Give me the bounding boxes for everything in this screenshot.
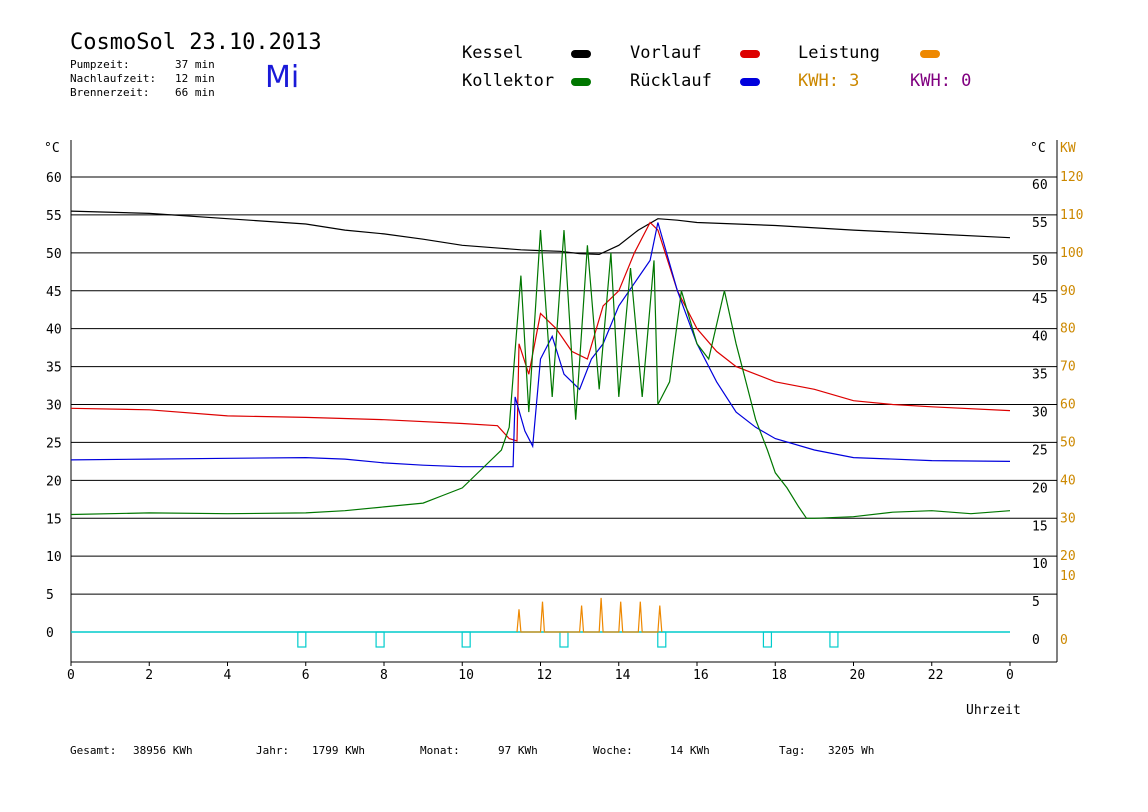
pump-marker xyxy=(297,631,307,648)
legend-kollektor-swatch xyxy=(571,78,591,86)
y-tick-label-right: 15 xyxy=(1032,519,1048,534)
y-tick-label-kw: 10 xyxy=(1060,569,1076,584)
y-tick-label-right: 5 xyxy=(1032,595,1040,610)
legend-vorlauf-label: Vorlauf xyxy=(630,43,702,63)
footer-jahr-label: Jahr: xyxy=(256,744,290,757)
y-tick-label-kw: 80 xyxy=(1060,322,1076,337)
x-tick-label: 18 xyxy=(771,668,787,683)
y-tick-label-right: 20 xyxy=(1032,481,1048,496)
y-tick-label-left: 10 xyxy=(46,550,62,565)
y-tick-label-left: 60 xyxy=(46,171,62,186)
pump-marker xyxy=(657,631,667,648)
y-tick-label-right: 55 xyxy=(1032,216,1048,231)
y-tick-label-left: 35 xyxy=(46,361,62,376)
legend-ruecklauf-label: Rücklauf xyxy=(630,71,712,91)
footer-monat-label: Monat: xyxy=(420,744,460,757)
y-tick-label-right: 35 xyxy=(1032,368,1048,383)
y-tick-label-left: 25 xyxy=(46,436,62,451)
pump-marker xyxy=(559,631,569,648)
y-tick-label-right: 50 xyxy=(1032,254,1048,269)
pump-marker xyxy=(762,631,773,648)
legend-leistung-label: Leistung xyxy=(798,43,880,63)
footer-jahr-value: 1799 KWh xyxy=(312,744,365,757)
x-tick-label: 14 xyxy=(615,668,631,683)
footer-tag-value: 3205 Wh xyxy=(828,744,875,757)
y-tick-label-left: 30 xyxy=(46,399,62,414)
y-tick-label-kw: 100 xyxy=(1060,246,1083,261)
y-tick-label-kw: 60 xyxy=(1060,398,1076,413)
pump-marker xyxy=(375,631,385,648)
y-tick-label-right: 0 xyxy=(1032,633,1040,648)
y-tick-label-kw: 20 xyxy=(1060,549,1076,564)
y-tick-label-left: 5 xyxy=(46,588,54,603)
nachlaufzeit-label: Nachlaufzeit: xyxy=(70,72,157,85)
chart-title: CosmoSol 23.10.2013 xyxy=(70,30,322,55)
y-tick-label-left: 45 xyxy=(46,285,62,300)
y-tick-label-right: 30 xyxy=(1032,406,1048,421)
y-tick-label-kw: 50 xyxy=(1060,435,1076,450)
y-tick-label-left: 15 xyxy=(46,512,62,527)
legend-kwh-orange: KWH: 3 xyxy=(798,71,860,91)
pump-marker xyxy=(829,631,839,648)
y-tick-label-right: 45 xyxy=(1032,292,1048,307)
y-tick-label-left: 0 xyxy=(46,626,54,641)
y-tick-label-left: 50 xyxy=(46,247,62,262)
y-tick-label-kw: 120 xyxy=(1060,170,1083,185)
x-tick-label: 10 xyxy=(458,668,474,683)
footer-gesamt-value: 38956 KWh xyxy=(133,744,193,757)
pumpzeit-value: 37 min xyxy=(175,58,215,71)
x-tick-label: 22 xyxy=(928,668,944,683)
x-tick-label: 20 xyxy=(850,668,866,683)
y-tick-label-left: 40 xyxy=(46,323,62,338)
x-tick-label: 2 xyxy=(145,668,153,683)
legend-leistung-swatch xyxy=(920,50,940,58)
y-tick-label-left: 55 xyxy=(46,209,62,224)
footer-tag-label: Tag: xyxy=(779,744,806,757)
y-tick-label-kw: 90 xyxy=(1060,284,1076,299)
y-axis-title-right: °C xyxy=(1030,141,1046,156)
y-tick-label-left: 20 xyxy=(46,474,62,489)
footer-woche-label: Woche: xyxy=(593,744,633,757)
legend-kollektor-label: Kollektor xyxy=(462,71,555,91)
y-tick-label-kw: 40 xyxy=(1060,473,1076,488)
x-tick-label: 12 xyxy=(537,668,553,683)
y-tick-label-kw: 0 xyxy=(1060,633,1068,648)
x-tick-label: 4 xyxy=(224,668,232,683)
x-tick-label: 16 xyxy=(693,668,709,683)
footer-gesamt-label: Gesamt: xyxy=(70,744,117,757)
x-tick-label: 6 xyxy=(302,668,310,683)
y-tick-label-right: 10 xyxy=(1032,557,1048,572)
y-tick-label-right: 60 xyxy=(1032,178,1048,193)
x-tick-label: 0 xyxy=(1006,668,1014,683)
y-tick-label-kw: 110 xyxy=(1060,208,1083,223)
legend-kessel-swatch xyxy=(571,50,591,58)
y-tick-label-right: 40 xyxy=(1032,330,1048,345)
series-line-vorlauf xyxy=(70,221,1011,442)
weekday-label: Mi xyxy=(265,60,300,95)
x-axis-title: Uhrzeit xyxy=(966,703,1021,718)
series-line-rcklauf xyxy=(70,222,1011,468)
y-tick-label-right: 25 xyxy=(1032,443,1048,458)
x-tick-label: 8 xyxy=(380,668,388,683)
pump-marker xyxy=(461,631,471,648)
y-tick-label-kw: 70 xyxy=(1060,360,1076,375)
footer-woche-value: 14 KWh xyxy=(670,744,710,757)
pumpzeit-label: Pumpzeit: xyxy=(70,58,130,71)
legend-vorlauf-swatch xyxy=(740,50,760,58)
legend-kessel-label: Kessel xyxy=(462,43,524,63)
y-axis-title-kw: KW xyxy=(1060,141,1076,156)
legend-kwh-purple: KWH: 0 xyxy=(910,71,972,91)
series-line-kessel xyxy=(70,210,1011,256)
legend-ruecklauf-swatch xyxy=(740,78,760,86)
x-tick-label: 0 xyxy=(67,668,75,683)
brennerzeit-value: 66 min xyxy=(175,86,215,99)
footer-monat-value: 97 KWh xyxy=(498,744,538,757)
series-line-leistung xyxy=(516,597,663,633)
brennerzeit-label: Brennerzeit: xyxy=(70,86,150,99)
nachlaufzeit-value: 12 min xyxy=(175,72,215,85)
y-tick-label-kw: 30 xyxy=(1060,511,1076,526)
y-axis-title-left: °C xyxy=(44,141,60,156)
series-line-kollektor xyxy=(70,230,1011,519)
